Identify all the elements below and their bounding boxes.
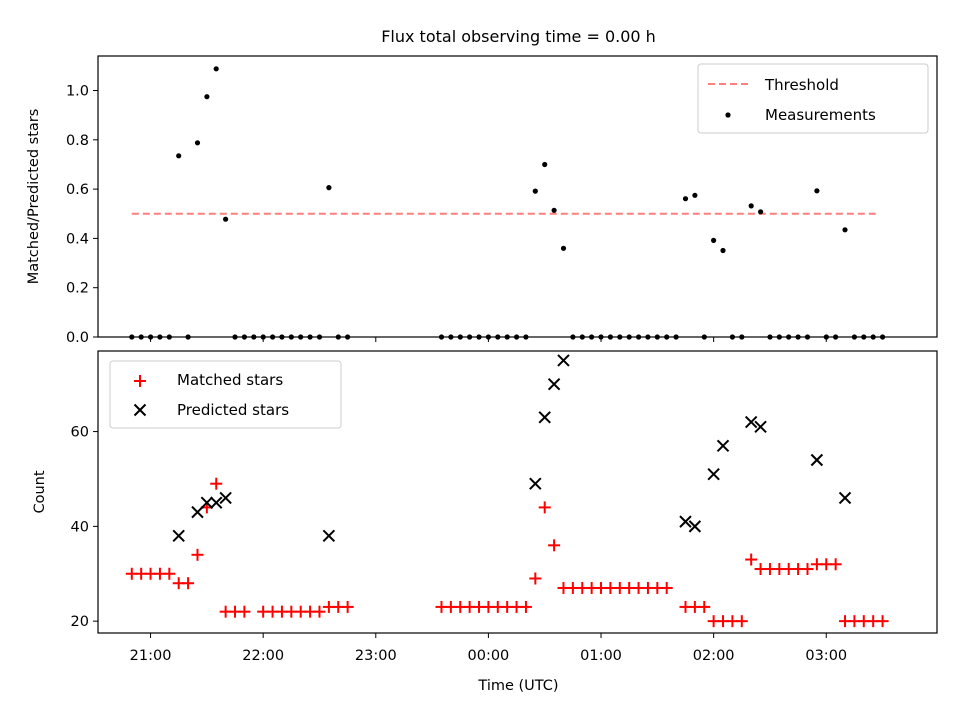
matched-star-point bbox=[548, 539, 561, 552]
measurement-point bbox=[542, 161, 548, 168]
top-x-ticks bbox=[150, 337, 827, 342]
measurement-point bbox=[532, 188, 538, 194]
predicted-star-point bbox=[219, 491, 232, 505]
measurement-point bbox=[711, 237, 717, 243]
matched-star-point bbox=[210, 477, 223, 490]
measurement-point bbox=[758, 209, 764, 215]
measurement-point bbox=[176, 153, 182, 159]
bottom-axes-frame bbox=[97, 350, 938, 634]
top-chart-title: Flux total observing time = 0.00 h bbox=[381, 27, 656, 46]
measurement-point bbox=[204, 94, 210, 100]
matched-star-point bbox=[182, 577, 195, 590]
bottom-x-tick-label: 02:00 bbox=[693, 648, 735, 664]
predicted-star-point bbox=[838, 491, 852, 505]
bottom-x-tick-label: 22:00 bbox=[242, 648, 284, 664]
bottom-x-tick-label: 21:00 bbox=[130, 648, 172, 664]
top-y-tick-label: 0.2 bbox=[66, 281, 89, 297]
bottom-legend-box bbox=[109, 360, 342, 429]
bottom-panel: 20 40 60 21:00 22:00 23:00 00:00 01:00 02:00 03:… bbox=[32, 350, 938, 694]
matched-star-point bbox=[538, 501, 551, 514]
matched-star-point bbox=[529, 572, 542, 585]
matched-star-point bbox=[341, 600, 354, 613]
measurement-point bbox=[194, 140, 201, 146]
top-y-tick-label: 1.0 bbox=[66, 84, 89, 100]
bottom-x-ticks: 21:00 22:00 23:00 00:00 01:00 02:00 03:00 bbox=[130, 633, 847, 664]
bottom-y-axis-label: Count bbox=[32, 470, 48, 513]
bottom-plot-area bbox=[125, 354, 889, 628]
bottom-y-tick-label: 60 bbox=[71, 425, 89, 441]
bottom-y-tick-label: 20 bbox=[71, 614, 89, 630]
matched-star-point bbox=[191, 548, 204, 561]
measurement-point bbox=[842, 227, 848, 233]
measurement-point bbox=[748, 203, 754, 209]
measurement-point bbox=[692, 192, 698, 198]
measurement-point bbox=[326, 185, 332, 191]
measurement-point bbox=[814, 188, 820, 194]
predicted-star-point bbox=[557, 354, 570, 367]
measurements-legend-label: Measurements bbox=[765, 106, 876, 124]
matched-star-point bbox=[660, 581, 673, 594]
matched-stars-legend-label: Matched stars bbox=[177, 371, 283, 389]
matched-star-point bbox=[238, 605, 251, 618]
predicted-star-point bbox=[810, 453, 824, 467]
predicted-star-point bbox=[744, 415, 758, 429]
predicted-star-point bbox=[200, 496, 214, 509]
bottom-x-axis-label: Time (UTC) bbox=[477, 678, 558, 694]
bottom-x-tick-label: 23:00 bbox=[355, 648, 397, 664]
bottom-y-ticks: 20 40 60 bbox=[71, 425, 98, 630]
matched-star-point bbox=[735, 615, 748, 628]
top-y-axis-label: Matched/Predicted stars bbox=[26, 109, 42, 285]
measurement-point bbox=[213, 66, 219, 72]
matched-star-point bbox=[519, 600, 532, 613]
top-y-tick-label: 0.6 bbox=[66, 182, 89, 198]
top-y-tick-label: 0.4 bbox=[66, 231, 89, 247]
predicted-star-point bbox=[707, 468, 720, 481]
bottom-legend: Matched stars Predicted stars bbox=[109, 360, 342, 429]
predicted-star-point bbox=[322, 529, 336, 543]
measurement-point bbox=[551, 207, 557, 213]
bottom-y-tick-label: 40 bbox=[71, 519, 89, 535]
measurement-point bbox=[223, 216, 229, 222]
measurement-point bbox=[682, 196, 689, 202]
matched-star-point bbox=[745, 553, 758, 566]
matched-stars-legend-marker bbox=[134, 375, 146, 387]
predicted-star-point bbox=[210, 496, 223, 509]
predicted-stars-legend-marker bbox=[133, 403, 147, 417]
top-panel: Flux total observing time = 0.00 h 0.00.… bbox=[26, 27, 938, 346]
measurements-legend-marker bbox=[725, 112, 731, 118]
top-y-tick-label: 0.0 bbox=[66, 330, 89, 346]
predicted-star-point bbox=[172, 529, 185, 543]
bottom-x-tick-label: 00:00 bbox=[468, 648, 510, 664]
matched-star-point bbox=[163, 567, 176, 580]
predicted-star-point bbox=[716, 439, 730, 452]
predicted-star-point bbox=[688, 520, 702, 533]
matched-star-point bbox=[876, 615, 889, 628]
bottom-x-tick-label: 01:00 bbox=[580, 648, 622, 664]
predicted-star-point bbox=[679, 515, 692, 528]
bottom-x-tick-label: 03:00 bbox=[805, 648, 847, 664]
threshold-legend-label: Threshold bbox=[764, 76, 839, 94]
predicted-star-point bbox=[538, 411, 551, 424]
predicted-star-point bbox=[529, 477, 542, 490]
matched-star-point bbox=[801, 563, 814, 576]
predicted-star-point bbox=[754, 420, 767, 434]
predicted-stars-legend-label: Predicted stars bbox=[177, 401, 289, 419]
predicted-star-point bbox=[191, 505, 204, 519]
top-y-ticks: 0.0 0.2 0.4 0.6 0.8 1.0 bbox=[66, 84, 98, 346]
top-legend-box bbox=[697, 63, 929, 134]
matched-star-point bbox=[698, 600, 711, 613]
measurement-point bbox=[560, 245, 567, 251]
top-legend: Threshold Measurements bbox=[697, 63, 929, 134]
top-y-tick-label: 0.8 bbox=[66, 133, 89, 149]
matched-star-point bbox=[313, 605, 326, 618]
measurement-point bbox=[720, 247, 726, 254]
matched-star-point bbox=[829, 558, 842, 571]
predicted-star-point bbox=[547, 377, 561, 391]
top-axes-frame bbox=[97, 55, 938, 338]
